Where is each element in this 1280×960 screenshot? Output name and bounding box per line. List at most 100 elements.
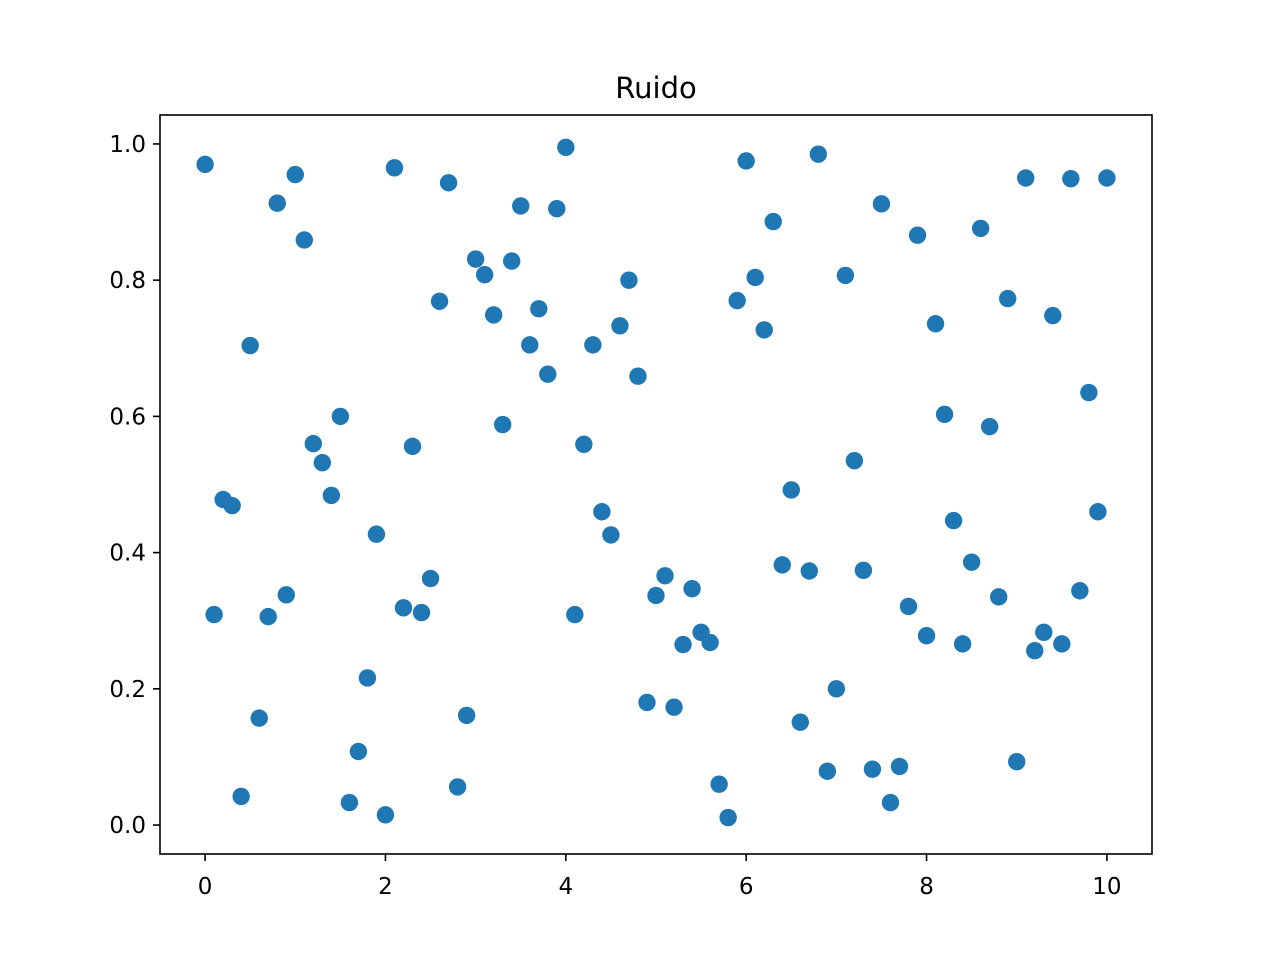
data-point (854, 561, 873, 580)
data-point (1053, 635, 1071, 653)
data-point (322, 486, 341, 505)
data-point (989, 588, 1008, 606)
data-point (656, 567, 674, 585)
data-point (313, 454, 332, 472)
data-point (196, 155, 214, 174)
data-point (890, 757, 909, 776)
data-point (259, 607, 277, 626)
data-point (683, 580, 701, 598)
x-tick-label: 8 (919, 874, 934, 900)
data-point (881, 793, 900, 812)
data-point (602, 526, 620, 544)
data-point (818, 762, 837, 780)
data-point (394, 599, 413, 617)
points-layer (196, 138, 1116, 827)
x-tick-label: 2 (378, 874, 393, 900)
data-point (530, 300, 548, 318)
data-point (466, 250, 485, 268)
data-point (737, 152, 755, 170)
data-point (593, 503, 611, 521)
data-point (638, 693, 656, 712)
ticks-layer: 0 2 4 6 8 10 0.0 0.2 0.4 0.6 0.8 1.0 (109, 132, 1121, 900)
data-point (232, 787, 250, 806)
data-point (827, 680, 846, 698)
data-point (962, 553, 981, 571)
data-point (728, 291, 746, 310)
data-point (430, 292, 449, 310)
data-point (584, 336, 602, 354)
data-point (935, 405, 954, 424)
data-point (746, 268, 764, 287)
data-point (791, 713, 809, 731)
data-point (1071, 582, 1089, 600)
data-point (899, 597, 918, 616)
data-point (304, 434, 323, 453)
data-point (674, 635, 692, 654)
data-point (908, 226, 927, 244)
data-point (620, 271, 638, 289)
data-point (241, 336, 259, 355)
data-point (917, 627, 936, 645)
data-point (1098, 169, 1116, 187)
data-point (412, 603, 431, 622)
data-point (250, 709, 268, 727)
data-point (277, 586, 295, 604)
data-point (872, 195, 891, 213)
y-tick-label: 0.2 (109, 677, 146, 703)
x-tick-label: 10 (1092, 874, 1121, 900)
data-point (1017, 169, 1035, 187)
y-tick-label: 0.0 (109, 813, 146, 839)
data-point (1026, 641, 1044, 660)
data-point (521, 336, 539, 354)
data-point (376, 806, 395, 824)
data-point (944, 511, 963, 530)
chart-title: Ruido (615, 71, 696, 105)
data-point (800, 562, 819, 580)
data-point (566, 605, 584, 624)
axes-frame (159, 114, 1153, 855)
y-tick-label: 1.0 (109, 132, 146, 158)
data-point (223, 496, 241, 515)
data-point (484, 306, 503, 324)
data-point (1008, 753, 1026, 771)
data-point (331, 407, 350, 426)
data-point (782, 481, 800, 499)
data-point (557, 138, 575, 157)
data-point (999, 289, 1017, 308)
data-point (385, 159, 404, 177)
data-point (340, 793, 359, 812)
data-point (809, 145, 828, 163)
data-point (845, 451, 864, 470)
x-tick-label: 6 (739, 874, 754, 900)
data-point (539, 365, 557, 383)
data-point (403, 437, 422, 456)
x-tick-label: 0 (198, 874, 213, 900)
data-point (764, 212, 782, 231)
data-point (953, 635, 972, 653)
x-tick-label: 4 (558, 874, 573, 900)
data-point (1035, 623, 1053, 641)
data-point (665, 698, 683, 716)
y-tick-label: 0.8 (109, 268, 146, 294)
data-point (205, 605, 223, 624)
data-point (926, 315, 945, 333)
data-point (512, 197, 530, 215)
data-point (548, 199, 566, 218)
data-point (971, 219, 990, 238)
data-point (358, 669, 377, 687)
data-point (629, 367, 647, 385)
data-point (367, 525, 386, 543)
data-point (773, 556, 791, 574)
data-point (349, 742, 368, 761)
data-point (710, 775, 728, 793)
data-point (268, 194, 286, 212)
data-point (1089, 503, 1107, 521)
data-point (493, 415, 512, 434)
data-point (575, 435, 593, 454)
y-tick-label: 0.6 (109, 404, 146, 430)
data-point (421, 569, 440, 588)
data-point (503, 252, 521, 270)
data-point (647, 586, 665, 605)
data-point (439, 174, 458, 192)
